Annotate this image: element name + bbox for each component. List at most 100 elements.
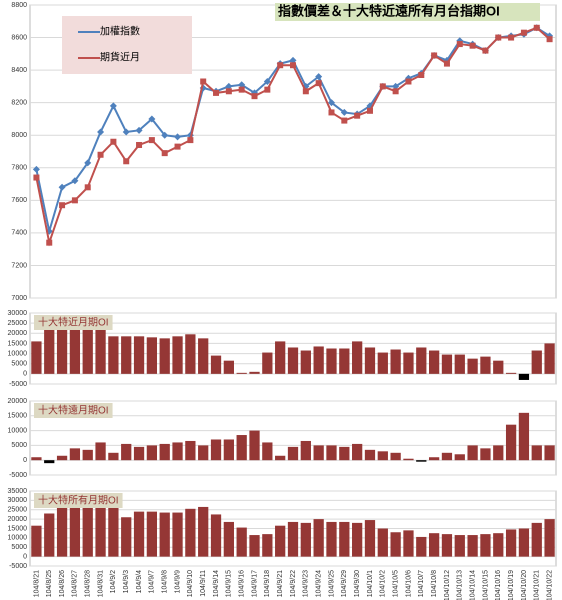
- y-tick-label: 10000: [8, 427, 28, 434]
- bar: [121, 443, 132, 461]
- marker: [520, 29, 527, 36]
- x-tick-label: 104/8/28: [85, 570, 92, 597]
- marker: [46, 239, 53, 246]
- marker: [354, 112, 361, 119]
- y-tick-label: 10000: [8, 350, 28, 357]
- y-tick-label: 0: [23, 457, 27, 464]
- bar: [262, 352, 273, 374]
- bar: [544, 519, 555, 557]
- x-tick-label: 104/9/29: [341, 570, 348, 597]
- x-tick-label: 104/9/14: [213, 570, 220, 597]
- y-tick-label: 7000: [11, 295, 27, 302]
- bar: [390, 349, 401, 374]
- y-tick-label: 25000: [8, 507, 28, 514]
- x-tick-label: 104/10/16: [495, 570, 502, 600]
- bar: [428, 350, 440, 374]
- plot-frame: [29, 400, 557, 476]
- y-tick-label: 7600: [11, 197, 27, 204]
- x-tick-label: 104/10/1: [367, 570, 374, 597]
- x-tick-label: 104/9/2: [110, 570, 117, 593]
- bar: [198, 506, 209, 557]
- x-tick-label: 104/9/21: [277, 570, 284, 597]
- marker: [546, 36, 553, 43]
- marker: [238, 86, 245, 93]
- bar: [377, 451, 388, 461]
- x-tick-label: 104/10/19: [508, 570, 515, 600]
- bar: [339, 521, 350, 557]
- bar: [223, 360, 234, 374]
- x-tick-label: 104/9/30: [354, 570, 361, 597]
- bar: [467, 445, 478, 461]
- bar: [172, 442, 183, 461]
- y-tick-label: 7200: [11, 262, 27, 269]
- x-tick-label: 104/10/12: [444, 570, 451, 600]
- x-tick-label: 104/9/18: [264, 570, 271, 597]
- bar: [544, 343, 555, 374]
- marker: [32, 165, 40, 173]
- marker: [59, 202, 66, 209]
- bar: [146, 337, 158, 374]
- bar: [377, 352, 388, 374]
- marker: [327, 99, 335, 107]
- bar: [249, 371, 260, 374]
- y-tick-label: 7400: [11, 230, 27, 237]
- bar: [493, 445, 504, 461]
- x-tick-label: 104/10/7: [418, 570, 425, 597]
- y-tick-label: 15000: [8, 413, 28, 420]
- bar: [275, 341, 286, 374]
- marker: [508, 34, 515, 41]
- marker: [431, 52, 438, 59]
- bar: [236, 435, 247, 461]
- bar: [82, 449, 93, 461]
- marker: [161, 150, 168, 157]
- marker: [495, 34, 502, 41]
- bar: [121, 517, 132, 557]
- bar: [339, 446, 350, 461]
- y-tick-label: 8200: [11, 100, 27, 107]
- x-tick-label: 104/10/6: [405, 570, 412, 597]
- bar: [82, 326, 93, 374]
- marker: [123, 158, 130, 165]
- bar: [403, 352, 414, 374]
- x-tick-label: 104/9/17: [251, 570, 258, 597]
- bar: [287, 347, 299, 374]
- x-tick-label: 104/10/20: [521, 570, 528, 600]
- marker: [71, 177, 79, 185]
- panel-title: 十大特遠月期OI: [38, 404, 109, 417]
- bar: [236, 372, 247, 374]
- marker: [290, 62, 296, 69]
- bar: [146, 511, 158, 557]
- marker: [392, 82, 400, 90]
- bar: [121, 336, 132, 374]
- y-tick-label: -5000: [9, 381, 27, 388]
- bar: [198, 445, 209, 461]
- marker: [328, 109, 335, 116]
- bar: [31, 341, 42, 374]
- marker: [456, 41, 463, 48]
- bar: [56, 505, 68, 557]
- bar: [44, 460, 55, 464]
- bar: [223, 439, 234, 461]
- bar: [56, 455, 68, 461]
- bar: [95, 324, 106, 374]
- bar: [95, 442, 106, 461]
- bar: [352, 522, 363, 557]
- marker: [366, 107, 373, 114]
- bar: [518, 528, 530, 557]
- bar: [352, 443, 363, 461]
- bar: [505, 424, 517, 461]
- y-tick-label: -5000: [9, 472, 27, 479]
- marker: [263, 78, 271, 86]
- x-tick-label: 104/8/27: [72, 570, 79, 597]
- bar: [236, 527, 247, 557]
- marker: [264, 86, 271, 93]
- panel-title: 十大特近月期OI: [38, 316, 109, 329]
- x-tick-label: 104/9/11: [200, 570, 207, 597]
- y-tick-label: 25000: [8, 320, 28, 327]
- x-tick-label: 104/10/8: [431, 570, 438, 597]
- bar: [480, 448, 491, 461]
- x-tick-label: 104/9/3: [123, 570, 130, 593]
- bar: [108, 336, 119, 374]
- bar: [159, 443, 170, 461]
- y-tick-label: 7800: [11, 165, 27, 172]
